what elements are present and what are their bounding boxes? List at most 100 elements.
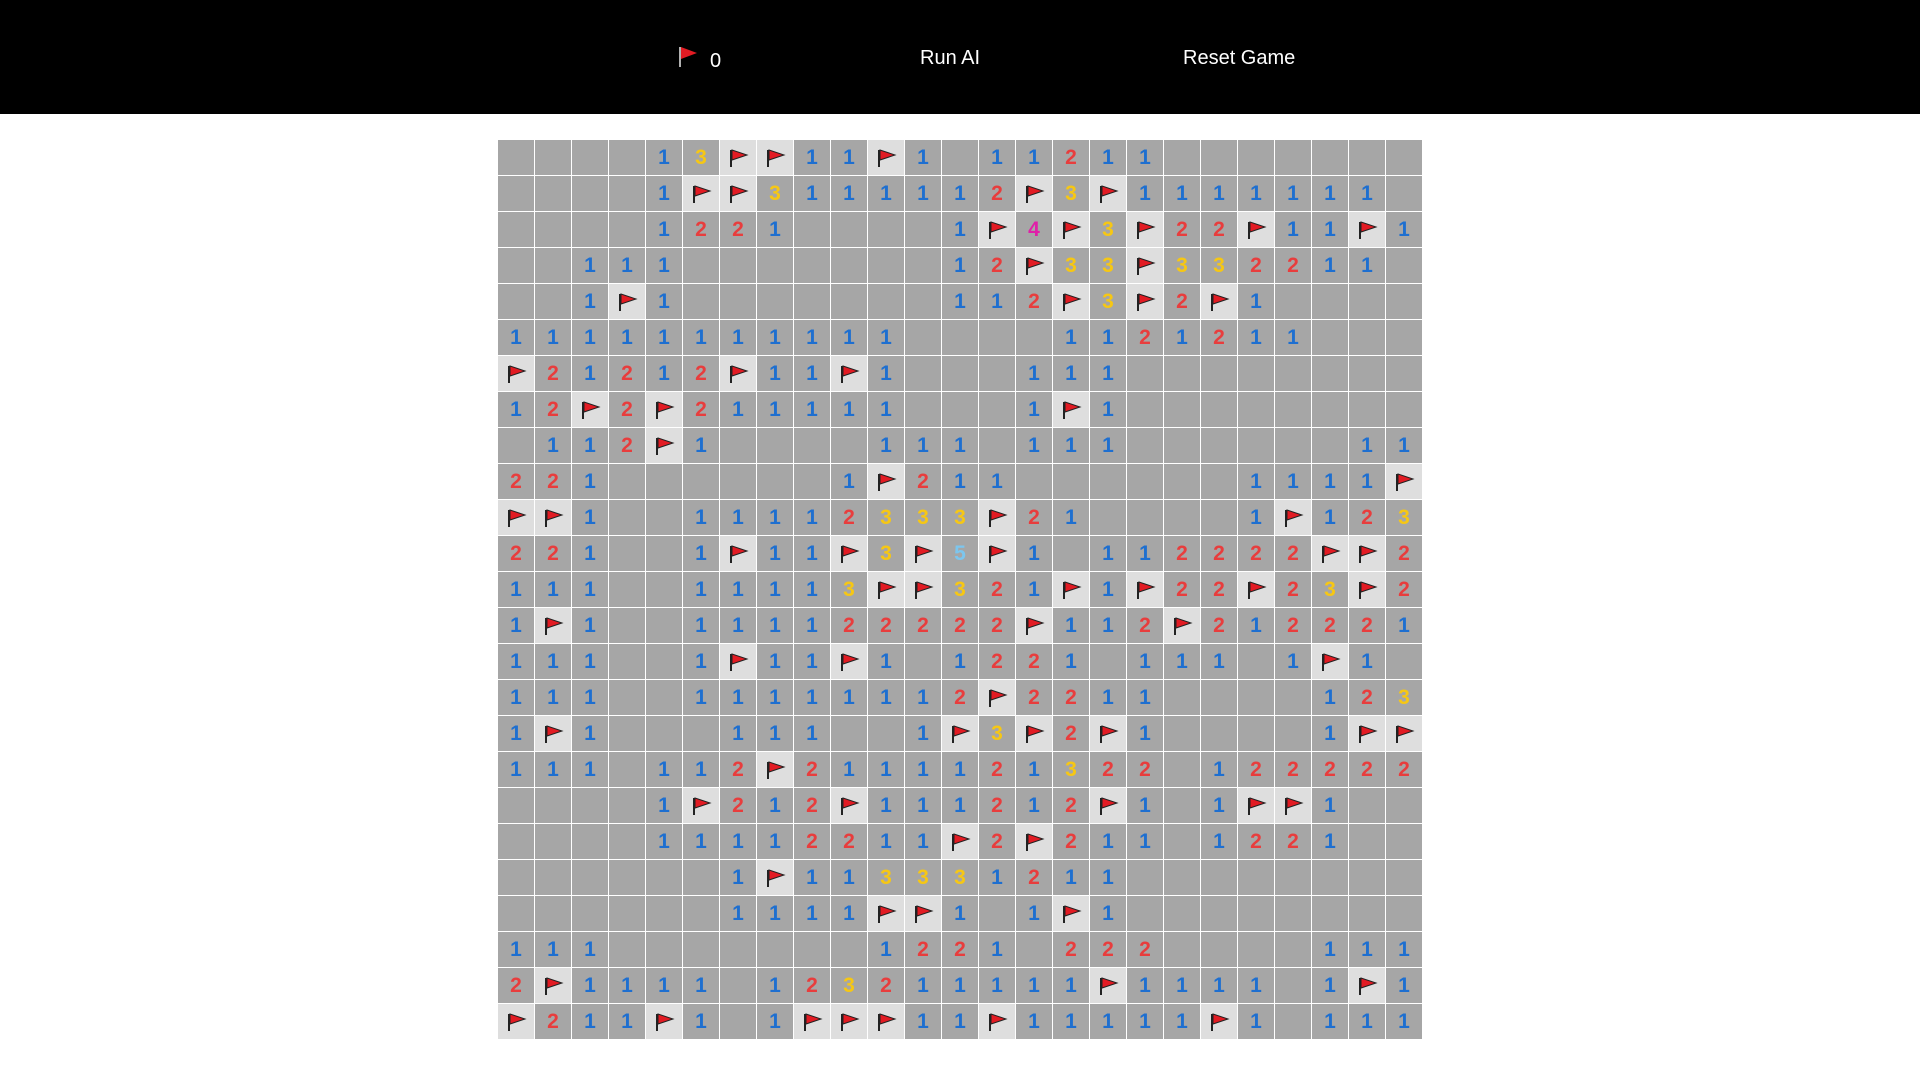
number-cell[interactable]: 2 (1238, 248, 1274, 283)
number-cell[interactable]: 1 (868, 680, 904, 715)
number-cell[interactable]: 1 (683, 1004, 719, 1039)
number-cell[interactable]: 1 (1164, 968, 1200, 1003)
number-cell[interactable]: 2 (942, 680, 978, 715)
flagged-cell[interactable] (979, 212, 1015, 247)
number-cell[interactable]: 1 (1386, 608, 1422, 643)
unrevealed-cell[interactable] (572, 896, 608, 931)
number-cell[interactable]: 1 (942, 896, 978, 931)
number-cell[interactable]: 1 (831, 464, 867, 499)
number-cell[interactable]: 1 (683, 536, 719, 571)
flagged-cell[interactable] (979, 1004, 1015, 1039)
number-cell[interactable]: 1 (757, 1004, 793, 1039)
number-cell[interactable]: 1 (1090, 896, 1126, 931)
number-cell[interactable]: 1 (905, 1004, 941, 1039)
unrevealed-cell[interactable] (535, 860, 571, 895)
flagged-cell[interactable] (794, 1004, 830, 1039)
number-cell[interactable]: 3 (1386, 500, 1422, 535)
unrevealed-cell[interactable] (905, 320, 941, 355)
number-cell[interactable]: 2 (535, 1004, 571, 1039)
number-cell[interactable]: 1 (1312, 248, 1348, 283)
number-cell[interactable]: 1 (572, 1004, 608, 1039)
number-cell[interactable]: 1 (1090, 140, 1126, 175)
unrevealed-cell[interactable] (1164, 788, 1200, 823)
number-cell[interactable]: 1 (683, 608, 719, 643)
flagged-cell[interactable] (720, 176, 756, 211)
number-cell[interactable]: 2 (1127, 320, 1163, 355)
number-cell[interactable]: 1 (646, 212, 682, 247)
unrevealed-cell[interactable] (1053, 536, 1089, 571)
unrevealed-cell[interactable] (609, 788, 645, 823)
number-cell[interactable]: 1 (1053, 860, 1089, 895)
number-cell[interactable]: 1 (905, 680, 941, 715)
number-cell[interactable]: 1 (572, 464, 608, 499)
number-cell[interactable]: 1 (1164, 1004, 1200, 1039)
unrevealed-cell[interactable] (1164, 860, 1200, 895)
unrevealed-cell[interactable] (609, 464, 645, 499)
unrevealed-cell[interactable] (1164, 716, 1200, 751)
unrevealed-cell[interactable] (794, 284, 830, 319)
number-cell[interactable]: 1 (979, 860, 1015, 895)
number-cell[interactable]: 1 (572, 284, 608, 319)
number-cell[interactable]: 2 (794, 968, 830, 1003)
number-cell[interactable]: 1 (646, 320, 682, 355)
unrevealed-cell[interactable] (1386, 356, 1422, 391)
number-cell[interactable]: 1 (683, 644, 719, 679)
number-cell[interactable]: 3 (905, 500, 941, 535)
unrevealed-cell[interactable] (905, 644, 941, 679)
unrevealed-cell[interactable] (535, 140, 571, 175)
unrevealed-cell[interactable] (646, 500, 682, 535)
number-cell[interactable]: 3 (1090, 212, 1126, 247)
unrevealed-cell[interactable] (1238, 860, 1274, 895)
flagged-cell[interactable] (1349, 212, 1385, 247)
unrevealed-cell[interactable] (572, 788, 608, 823)
unrevealed-cell[interactable] (572, 140, 608, 175)
number-cell[interactable]: 1 (1090, 824, 1126, 859)
number-cell[interactable]: 1 (535, 320, 571, 355)
number-cell[interactable]: 1 (1201, 968, 1237, 1003)
number-cell[interactable]: 1 (683, 500, 719, 535)
unrevealed-cell[interactable] (1164, 680, 1200, 715)
number-cell[interactable]: 2 (1312, 608, 1348, 643)
number-cell[interactable]: 1 (942, 752, 978, 787)
number-cell[interactable]: 2 (1016, 500, 1052, 535)
flagged-cell[interactable] (1238, 572, 1274, 607)
unrevealed-cell[interactable] (979, 896, 1015, 931)
flagged-cell[interactable] (942, 716, 978, 751)
number-cell[interactable]: 2 (868, 968, 904, 1003)
number-cell[interactable]: 1 (868, 824, 904, 859)
number-cell[interactable]: 1 (794, 572, 830, 607)
number-cell[interactable]: 1 (498, 932, 534, 967)
number-cell[interactable]: 2 (979, 572, 1015, 607)
unrevealed-cell[interactable] (720, 428, 756, 463)
unrevealed-cell[interactable] (1238, 716, 1274, 751)
unrevealed-cell[interactable] (572, 860, 608, 895)
flagged-cell[interactable] (757, 860, 793, 895)
unrevealed-cell[interactable] (942, 356, 978, 391)
number-cell[interactable]: 1 (1016, 572, 1052, 607)
number-cell[interactable]: 3 (1312, 572, 1348, 607)
number-cell[interactable]: 1 (1053, 500, 1089, 535)
number-cell[interactable]: 1 (572, 572, 608, 607)
number-cell[interactable]: 1 (868, 752, 904, 787)
number-cell[interactable]: 1 (498, 680, 534, 715)
unrevealed-cell[interactable] (1238, 356, 1274, 391)
flagged-cell[interactable] (572, 392, 608, 427)
number-cell[interactable]: 2 (535, 392, 571, 427)
number-cell[interactable]: 1 (535, 752, 571, 787)
number-cell[interactable]: 2 (609, 428, 645, 463)
number-cell[interactable]: 2 (1127, 752, 1163, 787)
number-cell[interactable]: 1 (683, 824, 719, 859)
unrevealed-cell[interactable] (1201, 500, 1237, 535)
number-cell[interactable]: 2 (720, 752, 756, 787)
unrevealed-cell[interactable] (1201, 392, 1237, 427)
unrevealed-cell[interactable] (1016, 464, 1052, 499)
flagged-cell[interactable] (609, 284, 645, 319)
flagged-cell[interactable] (1349, 536, 1385, 571)
number-cell[interactable]: 2 (794, 824, 830, 859)
number-cell[interactable]: 1 (646, 176, 682, 211)
unrevealed-cell[interactable] (683, 464, 719, 499)
flagged-cell[interactable] (831, 644, 867, 679)
number-cell[interactable]: 3 (905, 860, 941, 895)
flagged-cell[interactable] (1090, 176, 1126, 211)
number-cell[interactable]: 1 (942, 1004, 978, 1039)
